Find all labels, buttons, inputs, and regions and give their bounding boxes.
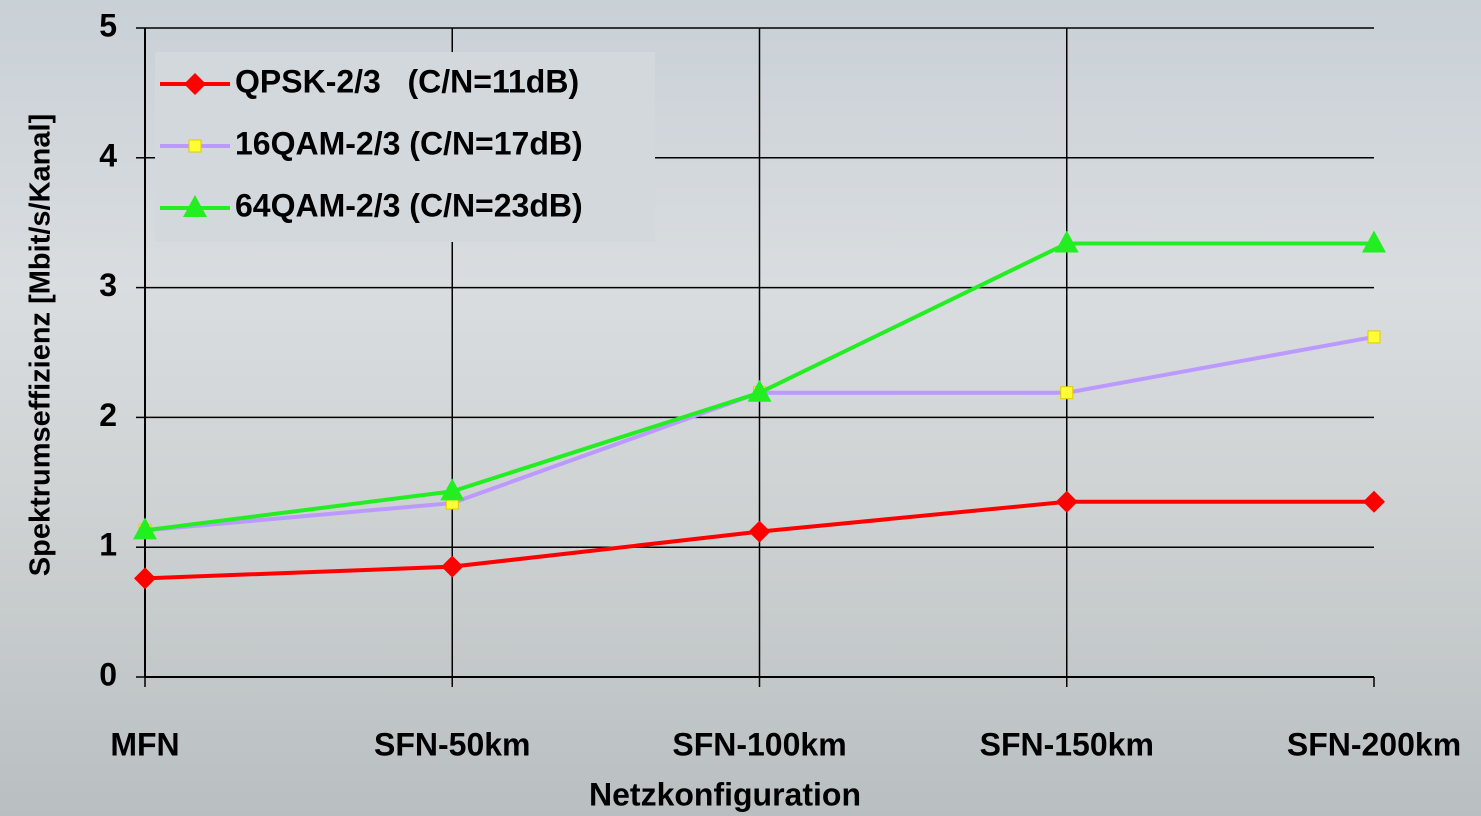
marker [1061, 387, 1073, 399]
y-axis-title: Spektrumseffizienz [Mbit/s/Kanal] [25, 114, 57, 576]
y-tick-label: 5 [99, 7, 117, 43]
marker [1368, 331, 1380, 343]
y-tick-label: 3 [99, 267, 117, 303]
legend-label: 16QAM-2/3 (C/N=17dB) [235, 125, 583, 161]
marker [441, 556, 463, 578]
x-tick-label: SFN-50km [374, 726, 531, 762]
y-tick-label: 0 [99, 656, 117, 692]
legend-label: 64QAM-2/3 (C/N=23dB) [235, 187, 583, 223]
x-tick-label: SFN-100km [672, 726, 846, 762]
marker [189, 140, 201, 152]
x-axis-title: Netzkonfiguration [589, 776, 861, 812]
y-tick-label: 2 [99, 397, 117, 433]
x-tick-label: MFN [110, 726, 179, 762]
marker [749, 521, 771, 543]
marker [1056, 491, 1078, 513]
chart: Netzkonfiguration Spektrumseffizienz [Mb… [0, 0, 1481, 816]
legend-label: QPSK-2/3 (C/N=11dB) [235, 63, 579, 99]
marker [1363, 491, 1385, 513]
y-tick-label: 1 [99, 527, 117, 563]
marker [134, 567, 156, 589]
y-tick-label: 4 [99, 137, 117, 173]
x-tick-label: SFN-200km [1287, 726, 1461, 762]
x-tick-label: SFN-150km [980, 726, 1154, 762]
